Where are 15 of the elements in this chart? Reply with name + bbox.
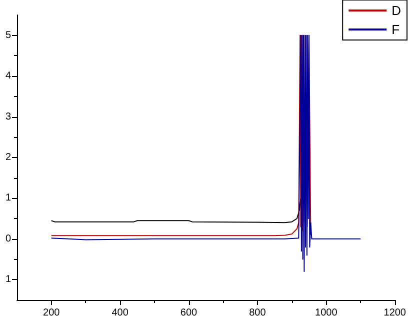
x-tick-label: 400 <box>112 308 129 318</box>
x-tick-label: 1000 <box>315 308 338 318</box>
x-tick-label: 800 <box>249 308 266 318</box>
y-tick-label: 3 <box>5 111 12 122</box>
y-tick-label: 5 <box>5 30 12 41</box>
y-tick-label: 2 <box>5 152 12 163</box>
x-tick-label: 200 <box>43 308 60 318</box>
y-tick-label: 4 <box>5 70 12 82</box>
y-tick-label: 1 <box>5 274 12 286</box>
y-tick-label: 0 <box>5 233 12 244</box>
legend-label: D <box>392 3 401 18</box>
x-tick-label: 1200 <box>384 308 406 318</box>
x-tick-label: 600 <box>180 308 198 318</box>
y-tick-label: 1 <box>5 192 12 204</box>
legend-label: F <box>392 22 400 37</box>
